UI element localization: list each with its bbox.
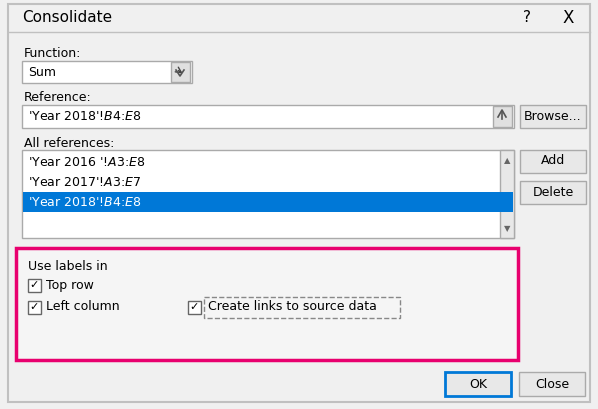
Text: Add: Add (541, 155, 565, 168)
Bar (520, 181, 586, 204)
Bar (22, 61, 192, 83)
Bar (16, 248, 518, 360)
Text: Reference:: Reference: (24, 91, 91, 104)
Bar (28, 279, 41, 292)
Text: ✓: ✓ (29, 302, 39, 312)
Text: X: X (562, 9, 573, 27)
Text: ▲: ▲ (504, 157, 510, 166)
Text: ▼: ▼ (504, 225, 510, 234)
Text: Use labels in: Use labels in (28, 260, 108, 273)
Text: OK: OK (469, 378, 487, 391)
Text: Consolidate: Consolidate (22, 11, 112, 25)
Text: Function:: Function: (24, 47, 81, 60)
Text: Top row: Top row (46, 279, 94, 292)
Text: Create links to source data: Create links to source data (208, 301, 377, 314)
Bar (493, 106, 512, 127)
Text: Left column: Left column (46, 301, 120, 314)
Text: All references:: All references: (24, 137, 114, 150)
Text: Sum: Sum (28, 65, 56, 79)
Text: 'Year 2018'!$B$4:$E$8: 'Year 2018'!$B$4:$E$8 (28, 196, 142, 209)
Bar (28, 301, 41, 314)
Text: ✓: ✓ (190, 302, 199, 312)
Text: Browse...: Browse... (524, 110, 582, 123)
Text: ?: ? (523, 11, 531, 25)
Text: Delete: Delete (532, 186, 573, 198)
Bar (445, 372, 511, 396)
Bar (23, 192, 513, 212)
Bar (188, 301, 201, 314)
Bar (22, 150, 514, 238)
Text: 'Year 2016 '!$A$3:$E$8: 'Year 2016 '!$A$3:$E$8 (28, 155, 145, 169)
Text: Close: Close (535, 378, 569, 391)
Text: ✓: ✓ (29, 280, 39, 290)
Text: 'Year 2017'!$A$3:$E$7: 'Year 2017'!$A$3:$E$7 (28, 175, 141, 189)
Bar (171, 62, 190, 82)
Bar (520, 105, 586, 128)
Bar (519, 372, 585, 396)
Bar (22, 105, 514, 128)
Bar (520, 150, 586, 173)
Text: 'Year 2018'!$B$4:$E$8: 'Year 2018'!$B$4:$E$8 (28, 110, 142, 123)
Bar (500, 150, 514, 238)
Bar (204, 297, 400, 318)
